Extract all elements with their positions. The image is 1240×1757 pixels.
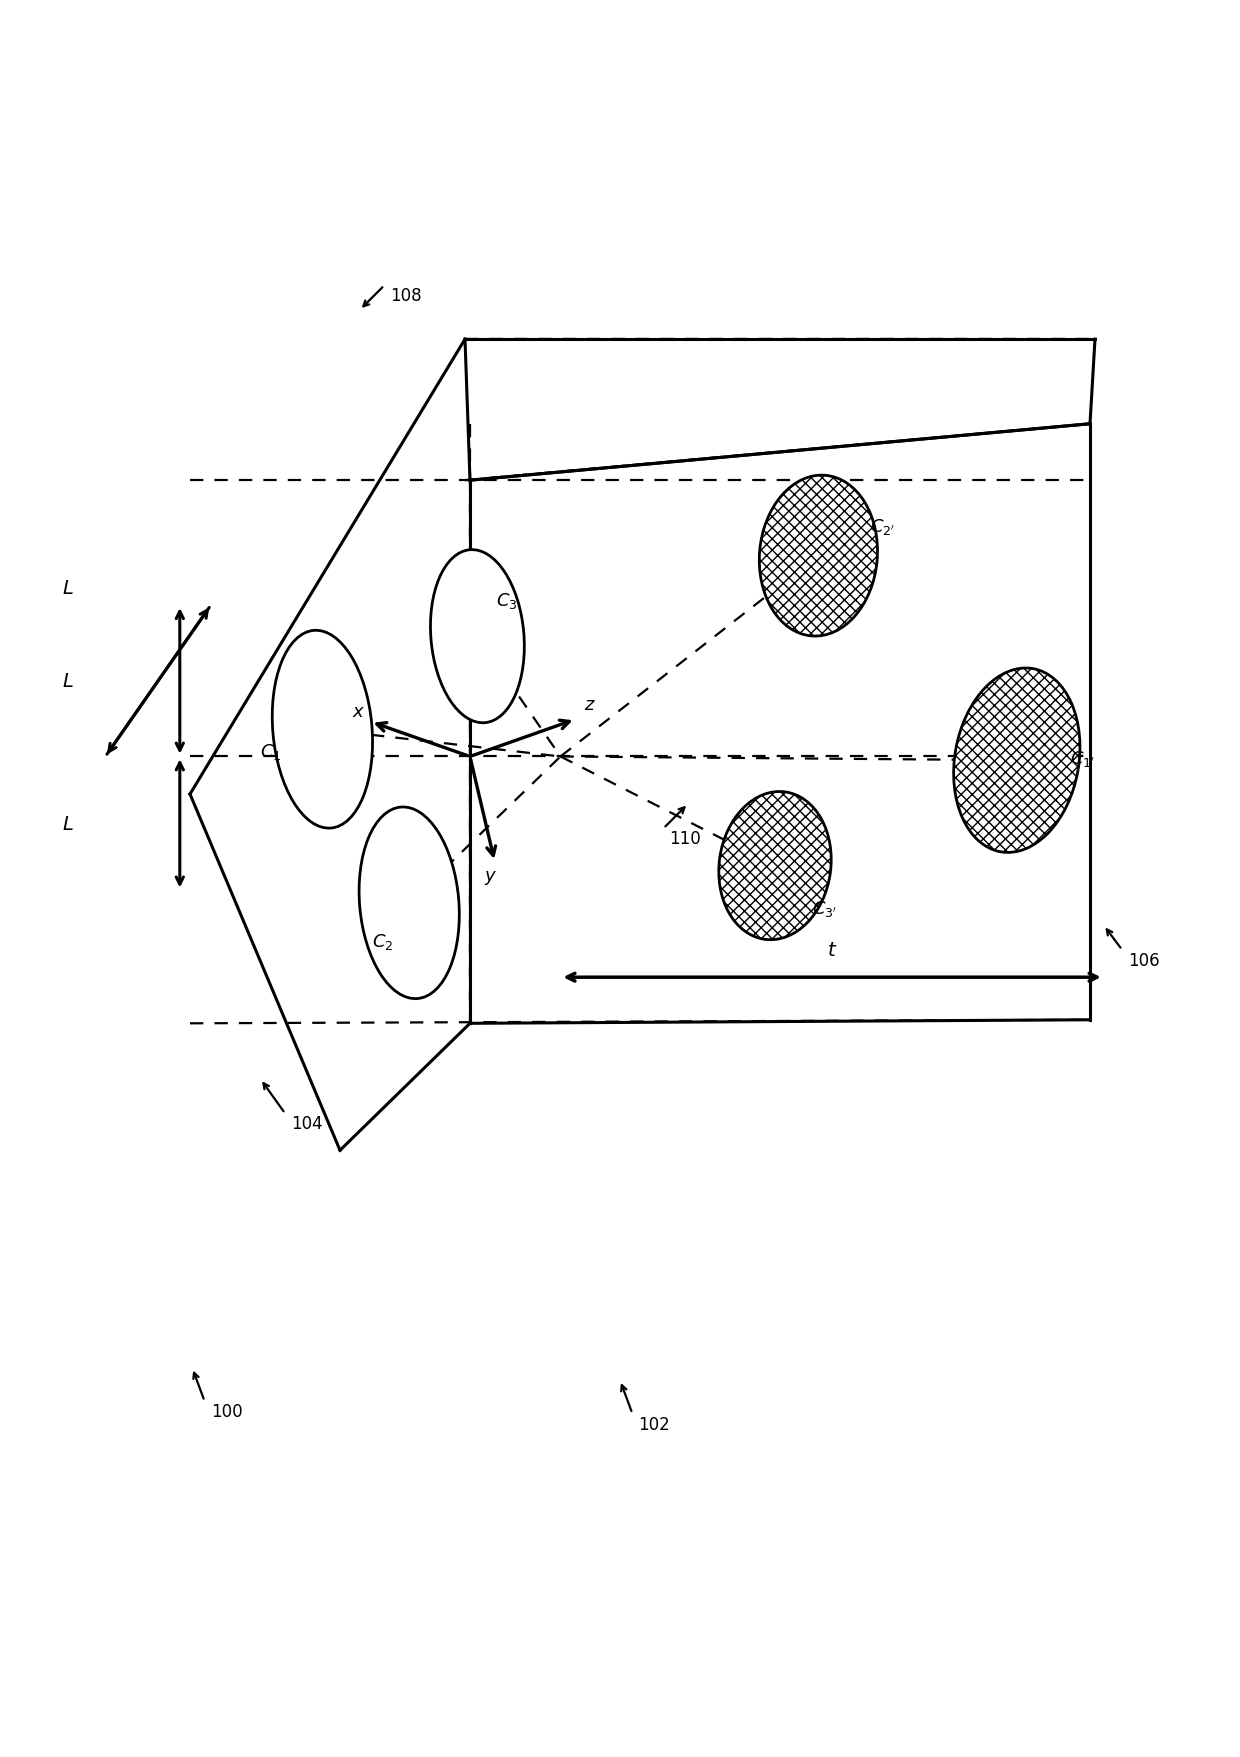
Text: L: L	[63, 578, 73, 597]
Polygon shape	[465, 339, 1095, 481]
Ellipse shape	[759, 476, 878, 636]
Text: 110: 110	[670, 829, 702, 849]
Text: 108: 108	[391, 286, 423, 306]
Text: 106: 106	[1128, 951, 1161, 970]
Text: y: y	[485, 866, 496, 886]
Text: $C_{3'}$: $C_{3'}$	[812, 898, 837, 919]
Text: 104: 104	[291, 1116, 324, 1133]
Text: L: L	[63, 671, 73, 691]
Ellipse shape	[360, 808, 459, 1000]
Text: $C_3$: $C_3$	[496, 590, 517, 611]
Text: x: x	[352, 703, 363, 720]
Text: 100: 100	[211, 1402, 243, 1420]
Text: $C_2$: $C_2$	[372, 931, 393, 952]
Polygon shape	[190, 339, 470, 1151]
Ellipse shape	[719, 792, 831, 940]
Text: 102: 102	[639, 1414, 671, 1432]
Text: $C_{1'}$: $C_{1'}$	[1070, 748, 1095, 768]
Text: $C_1$: $C_1$	[260, 741, 281, 763]
Ellipse shape	[954, 669, 1080, 852]
Text: z: z	[584, 696, 594, 713]
Polygon shape	[470, 425, 1090, 1024]
Text: L: L	[63, 815, 73, 833]
Ellipse shape	[430, 550, 525, 724]
Text: $C_{2'}$: $C_{2'}$	[870, 517, 895, 536]
Ellipse shape	[273, 631, 372, 829]
Text: t: t	[828, 940, 836, 959]
